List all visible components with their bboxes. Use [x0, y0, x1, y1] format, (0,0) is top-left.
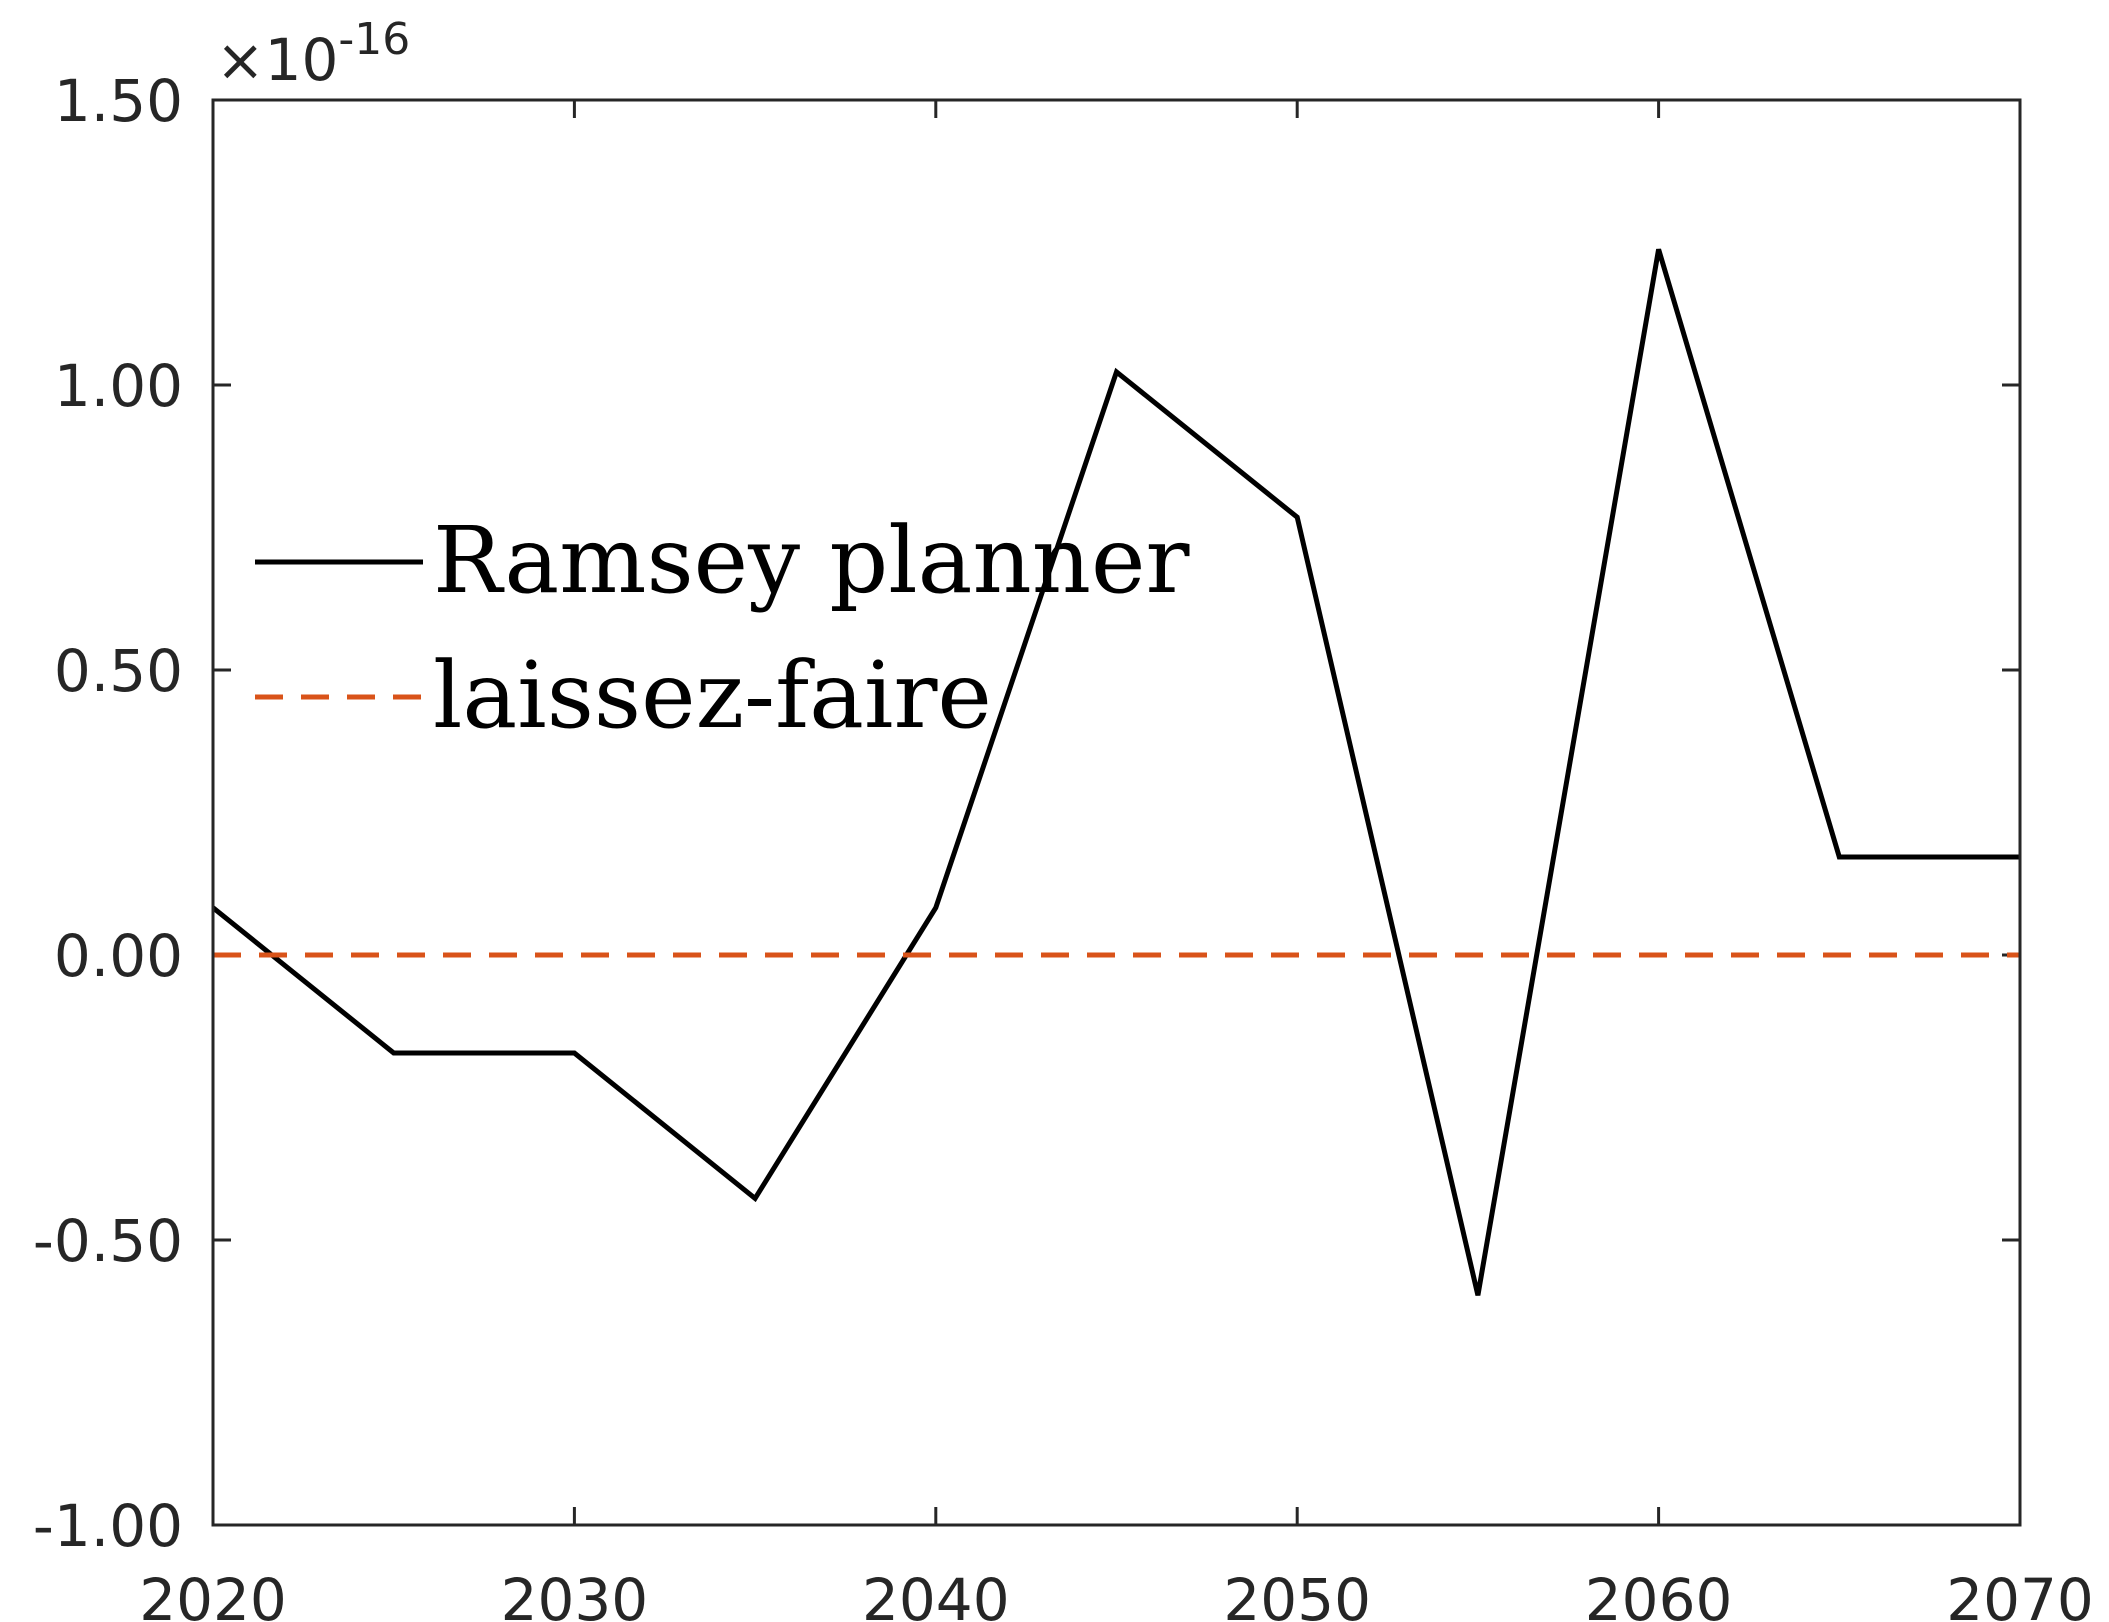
x-tick-label: 2020: [139, 1566, 287, 1622]
y-tick-label: -1.00: [33, 1492, 183, 1560]
series-layer: [211, 248, 2020, 1296]
y-exponent-base: ×10: [216, 26, 338, 94]
tick-labels: 2020 2030 2040 2050 2060 2070 1.50 1.00 0.50 0.00…: [33, 67, 2094, 1622]
legend-label-1: laissez-faire: [433, 642, 992, 749]
x-tick-label: 2030: [501, 1566, 649, 1622]
x-tick-label: 2040: [862, 1566, 1010, 1622]
series-line-0: [211, 248, 2020, 1296]
x-tick-label: 2060: [1585, 1566, 1733, 1622]
y-tick-label: -0.50: [33, 1207, 183, 1275]
y-tick-label: 1.00: [54, 352, 183, 420]
y-tick-label: 0.50: [54, 637, 183, 705]
x-tick-label: 2070: [1946, 1566, 2094, 1622]
y-tick-label: 1.50: [54, 67, 183, 135]
x-tick-label: 2050: [1223, 1566, 1371, 1622]
legend-label-0: Ramsey planner: [433, 507, 1189, 614]
axes-box: [211, 98, 2022, 1527]
y-exponent-label: ×10-16: [216, 14, 410, 94]
y-exponent-power: -16: [338, 14, 410, 65]
plot-background: [213, 100, 2020, 1525]
y-tick-label: 0.00: [54, 922, 183, 990]
legend: Ramsey planner laissez-faire: [255, 507, 1189, 749]
